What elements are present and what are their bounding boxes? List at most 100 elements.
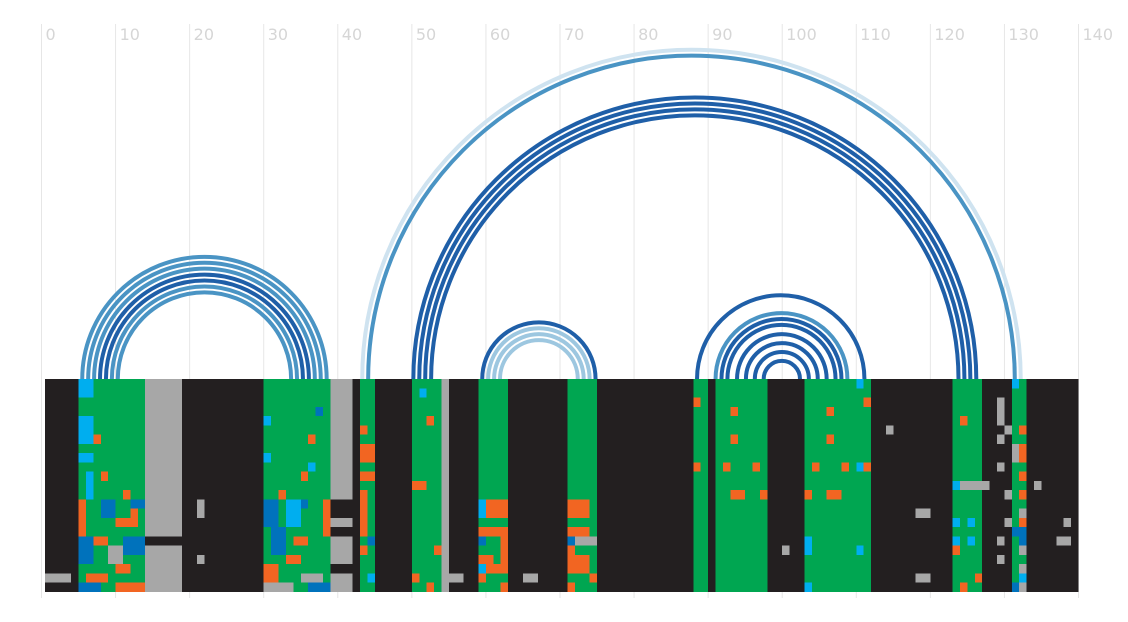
heatmap-cell — [322, 499, 331, 537]
heatmap-cell — [589, 573, 598, 583]
heatmap-cell — [485, 499, 509, 518]
heatmap-cell — [952, 480, 960, 491]
arc-link — [115, 290, 294, 380]
heatmap-cell — [1063, 517, 1072, 528]
x-tick-labels: 0 10 20 30 40 50 60 70 80 90 100 110 120 130 140 — [46, 25, 1114, 44]
heatmap-cell — [78, 499, 86, 537]
heatmap-cell — [856, 545, 864, 555]
arc-link — [761, 358, 802, 380]
heatmap-column-block — [330, 379, 353, 592]
heatmap-cell — [959, 480, 990, 491]
heatmap-cell — [782, 545, 790, 555]
heatmap-column-block — [715, 379, 768, 592]
arc-link — [92, 266, 317, 380]
heatmap-cell — [278, 490, 286, 500]
arc-link — [713, 311, 850, 380]
heatmap-cell — [1034, 480, 1042, 491]
arcs — [80, 50, 1020, 380]
arc-link — [735, 332, 829, 380]
heatmap-cell — [1011, 379, 1020, 389]
heatmap-cell — [752, 462, 760, 472]
heatmap-cell — [1019, 471, 1027, 481]
heatmap-cell — [730, 490, 746, 500]
x-tick-label-50: 50 — [416, 25, 436, 44]
arc-link — [423, 107, 967, 380]
heatmap-cell — [78, 379, 94, 398]
heatmap-cell — [115, 517, 131, 528]
x-tick-label-20: 20 — [194, 25, 214, 44]
heatmap-cell — [574, 554, 590, 565]
heatmap-cell — [85, 573, 109, 583]
arc-link — [417, 101, 973, 380]
heatmap-cell — [567, 499, 590, 518]
heatmap-cell — [567, 564, 590, 574]
heatmap-cell — [959, 582, 968, 592]
heatmap-cell — [567, 545, 575, 565]
heatmap-cell — [574, 536, 598, 546]
heatmap-cell — [145, 536, 183, 546]
arc-link — [725, 322, 838, 380]
heatmap-cell — [952, 536, 960, 546]
heatmap-cell — [478, 564, 486, 574]
heatmap-cell — [1019, 564, 1027, 574]
arc-link — [103, 278, 305, 380]
heatmap-cell — [78, 416, 94, 444]
heatmap-cell — [308, 434, 316, 444]
heatmap-cell — [1011, 582, 1020, 592]
heatmap-cell — [1011, 527, 1020, 537]
heatmap-cell — [997, 462, 1005, 472]
heatmap-cell — [197, 499, 205, 518]
heatmap-cell — [271, 527, 286, 555]
heatmap-cell — [411, 480, 427, 491]
arc-link — [429, 113, 961, 380]
heatmap-cell — [826, 490, 842, 500]
heatmap-cell — [1019, 573, 1027, 583]
heatmap-cell — [263, 582, 294, 592]
heatmap-cell — [974, 573, 983, 583]
heatmap-cell — [441, 573, 464, 583]
heatmap-cell — [330, 527, 353, 537]
heatmap-column-block — [1011, 379, 1027, 592]
heatmap — [45, 379, 1079, 592]
heatmap-cell — [804, 582, 812, 592]
heatmap-cell — [419, 388, 427, 398]
heatmap-cell — [300, 573, 323, 583]
x-tick-label-130: 130 — [1008, 25, 1039, 44]
heatmap-cell — [1011, 443, 1020, 463]
heatmap-cell — [122, 490, 131, 500]
heatmap-cell — [300, 471, 309, 481]
heatmap-column-block — [693, 379, 709, 592]
heatmap-cell — [567, 536, 575, 546]
heatmap-cell — [841, 462, 849, 472]
heatmap-cell — [804, 490, 812, 500]
heatmap-cell — [693, 462, 701, 472]
heatmap-cell — [478, 499, 486, 518]
heatmap-cell — [730, 434, 738, 444]
heatmap-cell — [1019, 545, 1027, 555]
arc-link — [480, 320, 598, 380]
arc-link — [752, 350, 811, 380]
heatmap-cell — [308, 462, 316, 472]
heatmap-cell — [1019, 490, 1027, 500]
heatmap-cell — [411, 573, 420, 583]
heatmap-cell — [478, 554, 494, 565]
heatmap-cell — [1019, 527, 1027, 546]
arc-link — [80, 254, 329, 380]
x-tick-label-0: 0 — [46, 25, 56, 44]
heatmap-cell — [263, 453, 272, 463]
heatmap-cell — [426, 582, 435, 592]
heatmap-cell — [693, 397, 701, 407]
heatmap-cell — [811, 462, 820, 472]
heatmap-cell — [1056, 536, 1072, 546]
heatmap-cell — [478, 527, 509, 537]
x-tick-label-90: 90 — [712, 25, 732, 44]
heatmap-cell — [567, 582, 575, 592]
heatmap-cell — [263, 564, 279, 583]
heatmap-cell — [915, 573, 931, 583]
heatmap-cell — [367, 573, 375, 583]
x-tick-label-70: 70 — [564, 25, 584, 44]
heatmap-cell — [315, 406, 323, 417]
heatmap-cell — [330, 564, 353, 574]
heatmap-cell — [197, 554, 205, 565]
arc-link — [98, 272, 311, 380]
